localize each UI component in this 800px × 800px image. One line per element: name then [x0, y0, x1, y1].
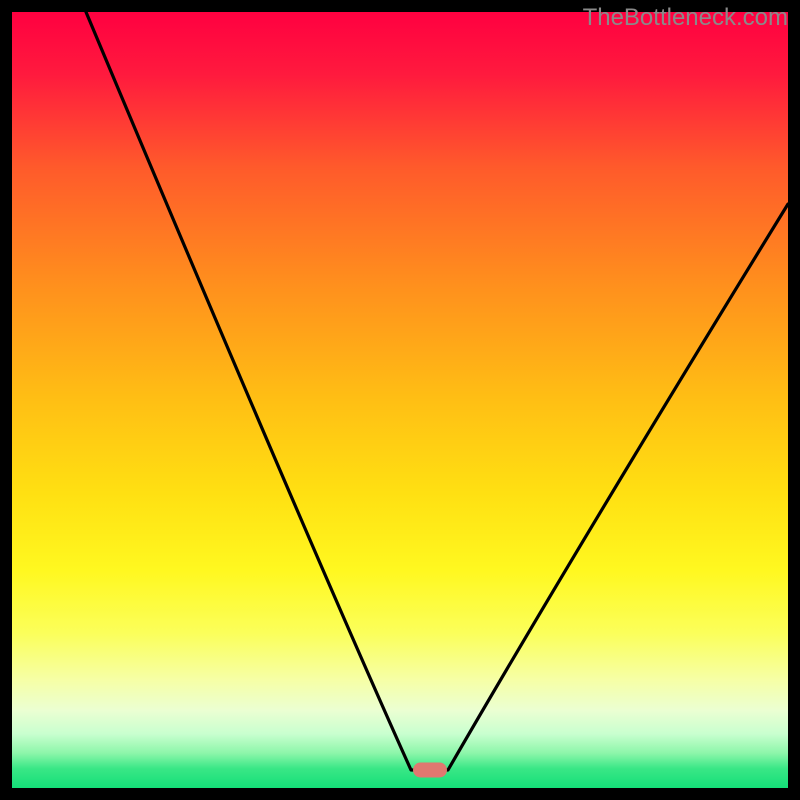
bottleneck-curve [12, 12, 788, 788]
chart-canvas: TheBottleneck.com [0, 0, 800, 800]
bottleneck-marker [413, 763, 447, 778]
curve-path [86, 12, 788, 770]
watermark-label: TheBottleneck.com [583, 4, 788, 32]
plot-area [12, 12, 788, 788]
